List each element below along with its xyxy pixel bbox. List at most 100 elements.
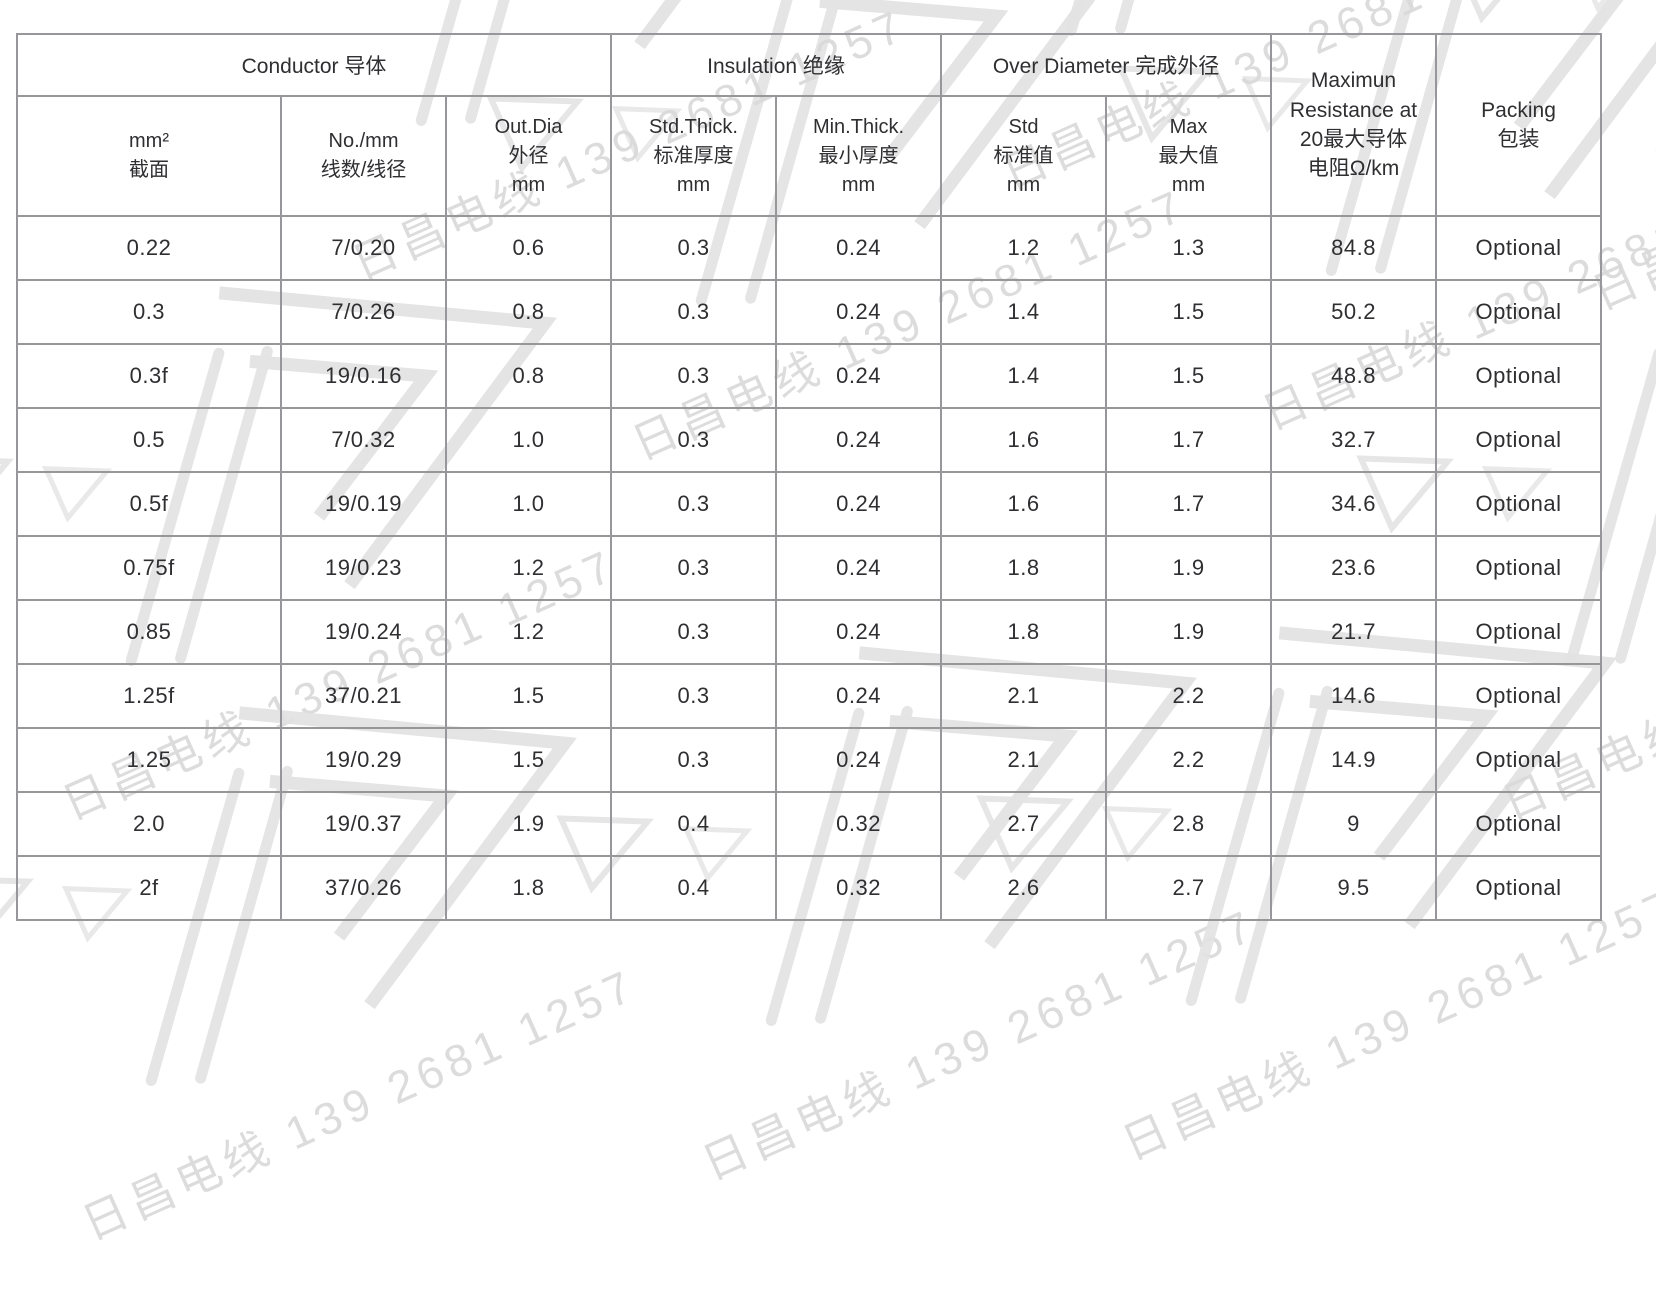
table-cell: Optional xyxy=(1435,855,1603,921)
header-insulation: Insulation 绝缘 xyxy=(610,33,943,97)
table-cell: 2.8 xyxy=(1105,791,1273,857)
table-row: 0.22 7/0.20 0.6 0.3 0.24 1.2 1.3 84.8 Optional xyxy=(16,215,1603,281)
table-cell: 0.3 xyxy=(610,727,778,793)
table-cell: 9 xyxy=(1270,791,1438,857)
table-cell: 1.5 xyxy=(444,663,613,729)
header-over-diameter: Over Diameter 完成外径 xyxy=(940,33,1273,97)
table-cell: 19/0.16 xyxy=(280,343,447,409)
table-cell: 0.22 xyxy=(16,215,282,281)
header-max-resistance: Maximun Resistance at 20最大导体 电阻Ω/km xyxy=(1270,33,1438,217)
table-cell: 19/0.24 xyxy=(280,599,447,665)
table-cell: Optional xyxy=(1435,727,1603,793)
table-cell: 0.3 xyxy=(610,215,778,281)
table-cell: 0.3 xyxy=(610,599,778,665)
table-cell: 1.9 xyxy=(444,791,613,857)
table-cell: 0.24 xyxy=(775,727,943,793)
table-row: 1.25 19/0.29 1.5 0.3 0.24 2.1 2.2 14.9 Optional xyxy=(16,727,1603,793)
table-row: 2f 37/0.26 1.8 0.4 0.32 2.6 2.7 9.5 Optional xyxy=(16,855,1603,921)
table-cell: 19/0.29 xyxy=(280,727,447,793)
table-cell: 2.6 xyxy=(940,855,1108,921)
table-cell: 1.8 xyxy=(940,535,1108,601)
table-cell: 1.7 xyxy=(1105,471,1273,537)
table-cell: 0.3 xyxy=(610,471,778,537)
table-cell: 23.6 xyxy=(1270,535,1438,601)
table-cell: 48.8 xyxy=(1270,343,1438,409)
table-cell: 1.8 xyxy=(940,599,1108,665)
table-cell: 1.5 xyxy=(444,727,613,793)
table-cell: 0.3 xyxy=(610,279,778,345)
column-header: Min.Thick. 最小厚度 mm xyxy=(775,95,943,217)
table-cell: 1.3 xyxy=(1105,215,1273,281)
table-cell: 0.85 xyxy=(16,599,282,665)
column-header: Std 标准值 mm xyxy=(940,95,1108,217)
table-cell: 0.24 xyxy=(775,599,943,665)
table-cell: 0.3 xyxy=(610,407,778,473)
table-cell: 0.5 xyxy=(16,407,282,473)
table-row: 0.5f 19/0.19 1.0 0.3 0.24 1.6 1.7 34.6 Optional xyxy=(16,471,1603,537)
table-cell: 0.3 xyxy=(16,279,282,345)
table-cell: Optional xyxy=(1435,343,1603,409)
table-cell: Optional xyxy=(1435,279,1603,345)
cable-spec-table: Conductor 导体 Insulation 绝缘 Over Diameter… xyxy=(15,33,1603,921)
table-cell: Optional xyxy=(1435,599,1603,665)
table-cell: 19/0.37 xyxy=(280,791,447,857)
table-cell: 7/0.20 xyxy=(280,215,447,281)
table-cell: 0.75f xyxy=(16,535,282,601)
table-row: 0.3f 19/0.16 0.8 0.3 0.24 1.4 1.5 48.8 Optional xyxy=(16,343,1603,409)
table-cell: 0.3f xyxy=(16,343,282,409)
table-cell: 2.0 xyxy=(16,791,282,857)
table-cell: 37/0.26 xyxy=(280,855,447,921)
table-cell: 14.6 xyxy=(1270,663,1438,729)
table-cell: 2.2 xyxy=(1105,727,1273,793)
table-cell: 0.3 xyxy=(610,343,778,409)
table-row: 1.25f 37/0.21 1.5 0.3 0.24 2.1 2.2 14.6 Optional xyxy=(16,663,1603,729)
table-cell: 1.9 xyxy=(1105,599,1273,665)
table-cell: 1.7 xyxy=(1105,407,1273,473)
table-cell: 0.32 xyxy=(775,791,943,857)
table-cell: 0.5f xyxy=(16,471,282,537)
table-cell: 1.0 xyxy=(444,471,613,537)
table-cell: 0.24 xyxy=(775,407,943,473)
table-cell: 1.2 xyxy=(444,599,613,665)
table-cell: 0.3 xyxy=(610,663,778,729)
table-cell: 19/0.19 xyxy=(280,471,447,537)
table-cell: 1.5 xyxy=(1105,343,1273,409)
table-cell: 1.9 xyxy=(1105,535,1273,601)
table-cell: 0.8 xyxy=(444,343,613,409)
table-cell: 1.25f xyxy=(16,663,282,729)
table-cell: 21.7 xyxy=(1270,599,1438,665)
column-header: Std.Thick. 标准厚度 mm xyxy=(610,95,778,217)
table-cell: Optional xyxy=(1435,215,1603,281)
watermark-text: 日昌电线 139 2681 1257 xyxy=(74,958,645,1250)
table-cell: 0.3 xyxy=(610,535,778,601)
table-cell: 37/0.21 xyxy=(280,663,447,729)
table-cell: 19/0.23 xyxy=(280,535,447,601)
table-cell: 7/0.26 xyxy=(280,279,447,345)
table-cell: 1.5 xyxy=(1105,279,1273,345)
table-cell: Optional xyxy=(1435,407,1603,473)
column-header: Max 最大值 mm xyxy=(1105,95,1273,217)
table-body: 0.22 7/0.20 0.6 0.3 0.24 1.2 1.3 84.8 Optional 0.… xyxy=(16,215,1603,921)
table-cell: 32.7 xyxy=(1270,407,1438,473)
column-header: mm² 截面 xyxy=(16,95,282,217)
table-row: 0.5 7/0.32 1.0 0.3 0.24 1.6 1.7 32.7 Optional xyxy=(16,407,1603,473)
table-cell: 34.6 xyxy=(1270,471,1438,537)
column-header: No./mm 线数/线径 xyxy=(280,95,447,217)
table-cell: 1.6 xyxy=(940,471,1108,537)
table-cell: 0.24 xyxy=(775,343,943,409)
table-cell: 0.8 xyxy=(444,279,613,345)
table-cell: Optional xyxy=(1435,791,1603,857)
table-cell: Optional xyxy=(1435,535,1603,601)
header-conductor: Conductor 导体 xyxy=(15,33,613,97)
table-row: 2.0 19/0.37 1.9 0.4 0.32 2.7 2.8 9 Optional xyxy=(16,791,1603,857)
table-cell: 1.6 xyxy=(940,407,1108,473)
table-cell: 0.4 xyxy=(610,791,778,857)
column-header: Out.Dia 外径 mm xyxy=(444,95,613,217)
table-cell: 2.1 xyxy=(940,663,1108,729)
table-cell: 2.7 xyxy=(940,791,1108,857)
table-cell: 0.32 xyxy=(775,855,943,921)
table-cell: 1.0 xyxy=(444,407,613,473)
table-cell: 0.4 xyxy=(610,855,778,921)
table-cell: 7/0.32 xyxy=(280,407,447,473)
table-cell: 1.2 xyxy=(940,215,1108,281)
